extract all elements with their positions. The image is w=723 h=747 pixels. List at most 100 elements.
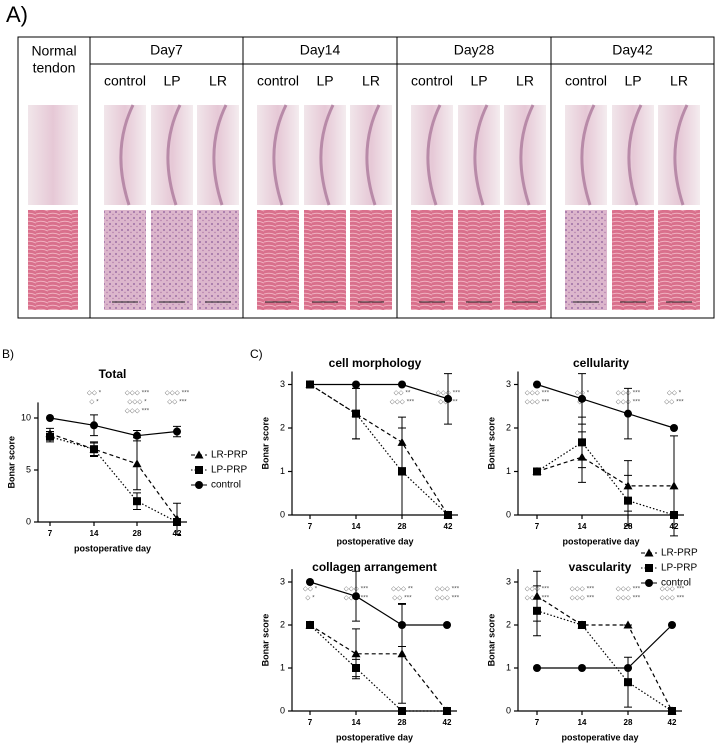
x-tick-label: 42 [443,718,452,727]
day-header: Day42 [612,42,653,58]
tissue-curve [166,104,182,206]
panel-label: A) [6,2,28,27]
series-line [310,383,449,400]
legend-label: LP-PRP [211,465,247,476]
annotation: ◇◇◇ *** [525,399,550,406]
x-axis-label: postoperative day [562,536,639,546]
y-axis-label: Bonar score [486,417,496,470]
annotation: ◇◇ *** [167,399,187,406]
annotation: ◇◇◇ *** [390,399,415,406]
group-header: LP [316,73,333,89]
y-tick-label: 0 [506,705,511,715]
marker [668,707,676,715]
y-tick-label: 1 [280,662,285,672]
annotation: ◇◇ * [87,390,102,397]
x-tick-label: 28 [624,522,633,531]
histology-image [612,210,654,310]
annotation: ◇◇◇ *** [125,390,150,397]
marker [398,621,406,629]
group-header: control [565,73,607,89]
annotation: ◇◇ * [303,586,318,593]
x-axis-label: postoperative day [336,732,413,742]
x-tick-label: 14 [578,718,587,727]
legend-label: LP-PRP [661,563,697,574]
y-tick-label: 2 [506,422,511,432]
marker [443,707,451,715]
series-line [309,383,449,516]
annotation: ◇◇◇ ** [391,586,413,593]
marker [578,438,586,447]
marker [46,414,54,422]
y-tick-label: 2 [506,619,511,629]
histology-image [350,210,392,310]
tissue-curve [519,104,535,206]
annotation: ◇◇◇ * [127,399,147,406]
legend-label: control [661,578,691,589]
x-tick-label: 7 [308,718,313,727]
marker [133,497,141,506]
x-tick-label: 14 [352,522,361,531]
annotation: ◇◇◇ *** [616,586,641,593]
marker [46,432,54,441]
marker [623,620,633,629]
day-header: Day7 [150,42,183,58]
y-tick-label: 1 [506,662,511,672]
x-tick-label: 7 [535,718,540,727]
annotation: ◇◇◇ *** [570,595,595,602]
y-tick-label: 0 [506,509,511,519]
tissue-curve [580,104,596,206]
marker [133,431,141,440]
histology-image [658,210,700,310]
tissue-curve [673,104,689,206]
y-axis-label: Bonar score [260,614,270,667]
legend-marker [645,579,653,587]
marker [398,467,406,476]
histology-image [151,210,193,310]
x-tick-label: 14 [352,718,361,727]
marker [533,664,541,672]
x-tick-label: 28 [624,718,633,727]
y-axis-label: Bonar score [486,614,496,667]
legend-marker [195,466,203,474]
y-tick-label: 0 [280,705,285,715]
panel-label: C) [250,347,263,361]
series-line [49,436,178,523]
x-tick-label: 42 [668,718,677,727]
y-tick-label: 5 [26,464,31,474]
x-tick-label: 7 [308,522,313,531]
chart-title: cellularity [573,356,629,370]
legend-label: LR-PRP [211,450,248,461]
x-axis-label: postoperative day [561,732,638,742]
group-header: control [104,73,146,89]
group-header: LR [670,73,688,89]
group-header: LR [362,73,380,89]
annotation: ◇◇◇ *** [125,408,150,415]
table-frame [17,36,715,319]
tissue-curve [365,104,381,206]
marker [397,649,407,658]
x-tick-label: 7 [535,522,540,531]
x-tick-label: 14 [578,522,587,531]
annotation: ◇◇◇ *** [165,390,190,397]
marker [132,459,142,468]
marker [670,511,678,519]
tissue-curve [119,104,135,206]
marker [578,664,586,672]
y-tick-label: 2 [280,619,285,629]
marker [578,621,586,629]
marker [90,421,98,430]
histology-image [458,210,500,310]
histology-image [304,210,346,310]
histology-image [28,105,78,205]
series-line [537,624,673,669]
y-tick-label: 1 [280,466,285,476]
x-tick-label: 42 [444,522,453,531]
histology-image [28,210,78,310]
marker [578,394,586,403]
annotation: ◇◇ ** [394,390,411,397]
series-line [536,383,675,429]
marker [173,518,181,526]
marker [533,606,541,615]
series-line [309,581,447,626]
